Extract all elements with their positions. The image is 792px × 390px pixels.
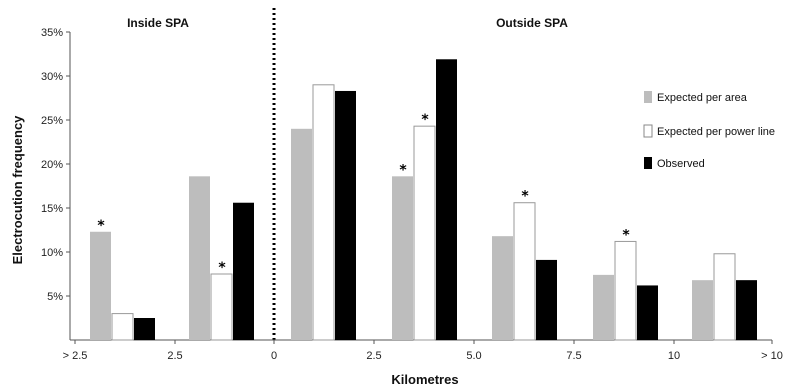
bar-expected-per-area (189, 176, 210, 340)
y-axis-title: Electrocution frequency (10, 115, 25, 265)
bar-expected-per-area (90, 231, 111, 340)
y-tick-label: 35% (41, 27, 63, 39)
bar-expected-per-power-line (513, 202, 536, 341)
bar-expected-per-area (392, 176, 413, 340)
legend-label: Expected per area (657, 92, 748, 104)
legend-label: Observed (657, 158, 705, 170)
bar-expected-per-area (291, 128, 312, 340)
significance-star: * (97, 218, 105, 234)
y-tick-label: 20% (41, 159, 63, 171)
significance-stars: * * * * * * (97, 112, 630, 276)
bar-expected-per-power-line (713, 253, 736, 341)
region-label-inside-spa: Inside SPA (127, 16, 189, 30)
legend-swatch (644, 91, 652, 103)
bars (90, 59, 757, 341)
x-tick-label: > 2.5 (63, 350, 88, 362)
x-axis-title: Kilometres (391, 372, 458, 387)
x-tick-label: > 10 (761, 350, 783, 362)
x-tick-label: 7.5 (566, 350, 581, 362)
bar-expected-per-power-line (312, 84, 335, 341)
bar-expected-per-power-line (111, 313, 134, 341)
bar-observed (233, 202, 254, 340)
x-tick-label: 0 (271, 350, 277, 362)
bar-observed (637, 285, 658, 340)
x-tick-label: 2.5 (366, 350, 381, 362)
significance-star: * (421, 112, 429, 128)
y-tick-label: 5% (47, 291, 63, 303)
x-tick-label: 10 (668, 350, 680, 362)
legend-swatch (643, 124, 653, 138)
legend: Expected per area Expected per power line… (643, 91, 775, 170)
x-tick-label: 5.0 (466, 350, 481, 362)
significance-star: * (622, 227, 630, 243)
bar-expected-per-area (593, 274, 614, 340)
x-tick-label: 2.5 (167, 350, 182, 362)
bar-observed (536, 259, 557, 340)
y-tick-label: 15% (41, 203, 63, 215)
bar-expected-per-power-line (614, 240, 637, 341)
bar-observed (736, 280, 757, 340)
significance-star: * (399, 162, 407, 178)
bar-expected-per-power-line (210, 273, 233, 341)
significance-star: * (218, 260, 226, 276)
significance-star: * (521, 189, 529, 205)
x-ticks: > 2.5 2.5 0 2.5 5.0 7.5 10 > 10 (63, 340, 783, 362)
bar-expected-per-area (692, 280, 713, 340)
y-tick-label: 25% (41, 115, 63, 127)
bar-expected-per-area (492, 236, 513, 340)
y-ticks: 5% 10% 15% 20% 25% 30% 35% (41, 27, 70, 303)
bar-observed (335, 90, 356, 341)
bar-observed (134, 318, 155, 340)
y-tick-label: 10% (41, 247, 63, 259)
bar-observed (436, 59, 457, 340)
region-label-outside-spa: Outside SPA (496, 16, 568, 30)
legend-swatch (644, 157, 652, 169)
bar-expected-per-power-line (413, 125, 436, 341)
y-tick-label: 30% (41, 71, 63, 83)
y-axis-title-group: Electrocution frequency (10, 115, 25, 265)
legend-label: Expected per power line (657, 126, 775, 138)
